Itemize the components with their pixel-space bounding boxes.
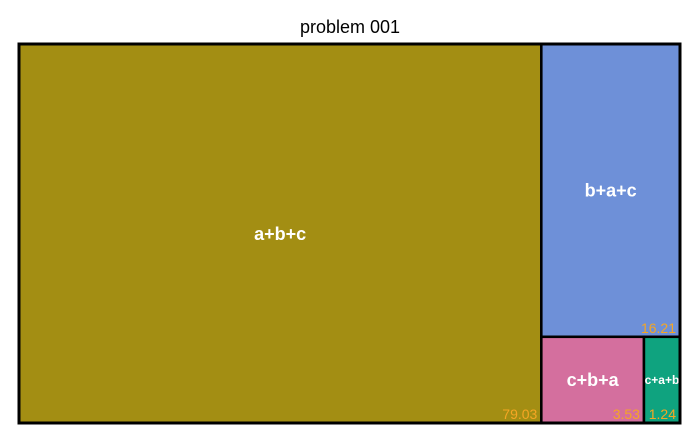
tile-label-c-b-a: c+b+a: [567, 370, 620, 390]
tile-value-c-b-a: 3.53: [613, 406, 640, 422]
treemap-outer-border: [17, 42, 682, 425]
tile-value-b-a-c: 16.21: [641, 320, 676, 336]
chart-title: problem 001: [299, 17, 401, 37]
tile-value-c-a-b: 1.24: [649, 406, 676, 422]
treemap-tiles: a+b+c 79.03 b+a+c 16.21 c+b+a 3.53 c+a+b 1.24: [17, 42, 682, 425]
tile-label-a-b-c: a+b+c: [254, 224, 306, 244]
tile-label-c-a-b: c+a+b: [645, 373, 680, 387]
tile-label-b-a-c: b+a+c: [585, 181, 637, 201]
tile-value-a-b-c: 79.03: [502, 406, 537, 422]
